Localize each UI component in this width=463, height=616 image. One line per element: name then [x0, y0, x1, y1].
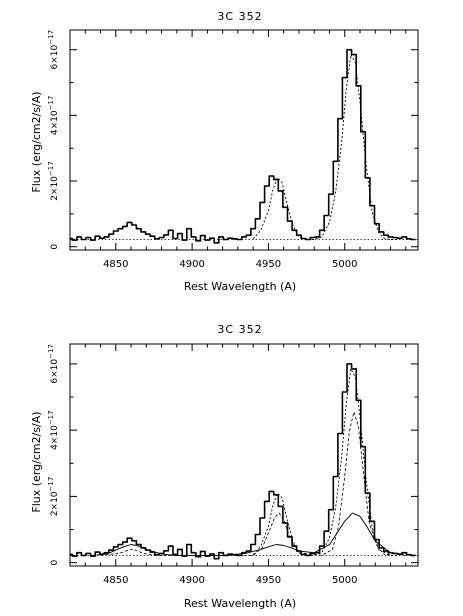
y-tick-label: 6×10−17 [47, 344, 60, 384]
x-tick-label: 5000 [332, 575, 357, 586]
panel-title: 3C 352 [217, 10, 262, 23]
series-histogram [70, 363, 416, 560]
y-tick-label: 2×10−17 [47, 161, 60, 201]
y-axis-label: Flux (erg/cm2/s/A) [30, 91, 43, 192]
series-histogram [70, 48, 416, 244]
y-tick-label: 0 [50, 244, 60, 250]
y-tick-label: 4×10−17 [47, 410, 60, 450]
y-tick-label: 4×10−17 [47, 96, 60, 136]
top-panel: 3C 352 Flux (erg/cm2/s/A) Rest Wavelengt… [30, 10, 419, 293]
y-tick-label: 0 [50, 560, 60, 566]
bottom-panel: 3C 352 Flux (erg/cm2/s/A) Rest Wavelengt… [30, 323, 419, 610]
panel-title: 3C 352 [217, 323, 262, 336]
x-axis-label: Rest Wavelength (A) [184, 597, 296, 610]
x-tick-label: 4950 [256, 259, 281, 270]
y-tick-label: 2×10−17 [47, 477, 60, 517]
x-tick-label: 4850 [103, 575, 128, 586]
x-tick-label: 4900 [179, 259, 204, 270]
series-component-broad [92, 512, 406, 556]
y-tick-label: 6×10−17 [47, 30, 60, 70]
series-component-narrow [100, 411, 391, 556]
plot-frame [69, 343, 419, 567]
plot-frame [69, 29, 419, 251]
series-model [252, 54, 399, 240]
x-axis-label: Rest Wavelength (A) [184, 280, 296, 293]
series-model [252, 368, 399, 556]
y-axis-label: Flux (erg/cm2/s/A) [30, 411, 43, 512]
x-tick-label: 4950 [256, 575, 281, 586]
x-tick-label: 5000 [332, 259, 357, 270]
x-tick-label: 4850 [103, 259, 128, 270]
x-tick-label: 4900 [179, 575, 204, 586]
